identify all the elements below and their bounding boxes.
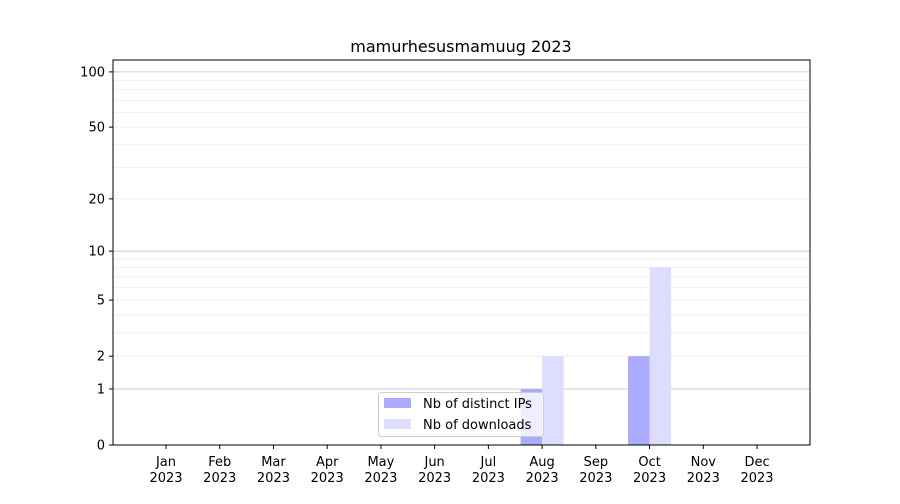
chart-title: mamurhesusmamuug 2023 xyxy=(350,37,571,56)
legend: Nb of distinct IPs Nb of downloads xyxy=(378,392,544,437)
x-tick-label: Jul xyxy=(480,455,497,470)
y-tick-label: 0 xyxy=(97,439,105,454)
plot-frame xyxy=(112,59,811,446)
x-tick-label-year: 2023 xyxy=(687,471,720,486)
x-tick-label-year: 2023 xyxy=(418,471,451,486)
x-tick-label: Nov xyxy=(691,455,717,470)
x-tick-label-year: 2023 xyxy=(311,471,344,486)
legend-box xyxy=(378,392,544,437)
x-tick-label-year: 2023 xyxy=(579,471,612,486)
y-tick-label: 2 xyxy=(97,350,105,365)
x-tick-label: May xyxy=(367,455,394,470)
y-tick-label: 5 xyxy=(97,294,105,309)
x-tick-label-year: 2023 xyxy=(526,471,559,486)
y-tick-label: 100 xyxy=(80,65,105,80)
x-tick-label: Apr xyxy=(316,455,339,470)
x-tick-label-year: 2023 xyxy=(740,471,773,486)
axes: 0125102050100Jan2023Feb2023Mar2023Apr202… xyxy=(80,59,811,486)
x-tick-label-year: 2023 xyxy=(149,471,182,486)
bar-downloads xyxy=(542,356,564,445)
x-tick-label-year: 2023 xyxy=(203,471,236,486)
grid xyxy=(113,71,810,390)
x-tick-label-year: 2023 xyxy=(472,471,505,486)
y-tick-label: 10 xyxy=(88,245,105,260)
y-tick-label: 1 xyxy=(97,382,105,397)
y-tick-label: 50 xyxy=(88,121,105,136)
x-tick-label: Mar xyxy=(261,455,286,470)
x-tick-label: Oct xyxy=(638,455,660,470)
legend-swatch xyxy=(384,398,411,408)
x-tick-label-year: 2023 xyxy=(257,471,290,486)
x-tick-label: Feb xyxy=(208,455,231,470)
x-tick-label-year: 2023 xyxy=(364,471,397,486)
legend-swatch xyxy=(384,419,411,429)
y-tick-label: 20 xyxy=(88,192,105,207)
x-tick-label: Dec xyxy=(744,455,769,470)
bar-downloads xyxy=(649,267,672,445)
x-tick-label: Sep xyxy=(584,455,609,470)
x-tick-label-year: 2023 xyxy=(633,471,666,486)
x-tick-label: Aug xyxy=(529,455,554,470)
legend-label: Nb of distinct IPs xyxy=(423,397,532,412)
x-tick-label: Jun xyxy=(423,455,444,470)
legend-label: Nb of downloads xyxy=(423,418,532,433)
x-tick-label: Jan xyxy=(155,455,176,470)
bar-distinct-ips xyxy=(628,356,650,445)
